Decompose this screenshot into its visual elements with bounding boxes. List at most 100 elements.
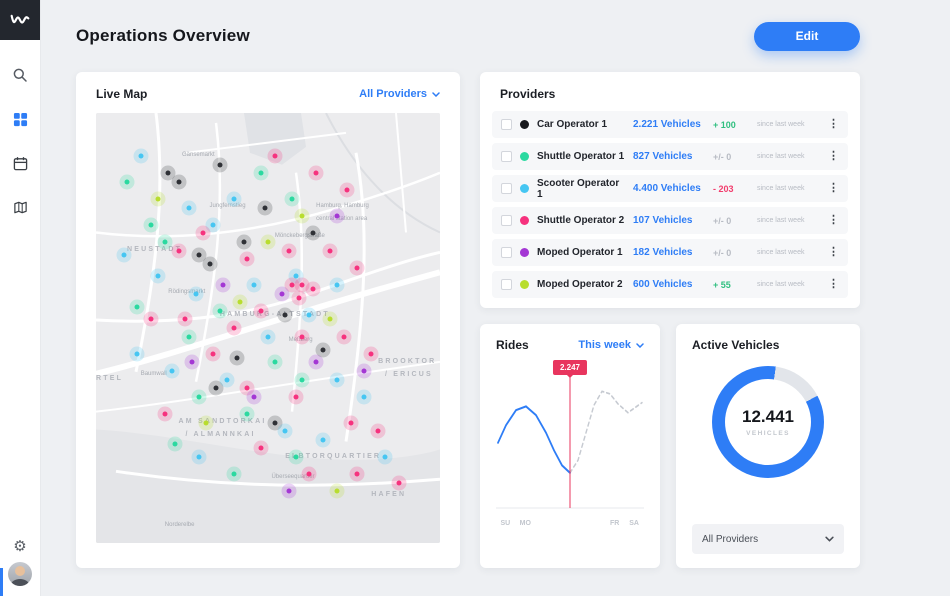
map-vehicle-marker[interactable] — [219, 372, 235, 388]
map-provider-filter[interactable]: All Providers — [359, 88, 440, 100]
map-vehicle-marker[interactable] — [167, 436, 183, 452]
map-vehicle-marker[interactable] — [322, 243, 338, 259]
map-vehicle-marker[interactable] — [202, 256, 218, 271]
map-vehicle-marker[interactable] — [191, 449, 207, 465]
provider-vehicle-count[interactable]: 2.221 Vehicles — [633, 119, 701, 130]
map-vehicle-marker[interactable] — [226, 191, 242, 207]
provider-checkbox[interactable] — [501, 183, 512, 194]
user-avatar[interactable] — [8, 562, 32, 586]
provider-checkbox[interactable] — [501, 119, 512, 130]
map-vehicle-marker[interactable] — [253, 165, 269, 181]
map-vehicle-marker[interactable] — [119, 174, 135, 190]
map-vehicle-marker[interactable] — [294, 329, 310, 345]
map-vehicle-marker[interactable] — [226, 320, 242, 336]
map-vehicle-marker[interactable] — [267, 148, 283, 164]
provider-checkbox[interactable] — [501, 215, 512, 226]
map-vehicle-marker[interactable] — [150, 191, 166, 207]
map-vehicle-marker[interactable] — [329, 483, 345, 499]
rides-period-filter[interactable]: This week — [578, 339, 644, 351]
provider-vehicle-count[interactable]: 107 Vehicles — [633, 215, 693, 226]
provider-checkbox[interactable] — [501, 279, 512, 290]
map-vehicle-marker[interactable] — [181, 329, 197, 345]
provider-vehicle-count[interactable]: 4.400 Vehicles — [633, 183, 701, 194]
map-vehicle-marker[interactable] — [215, 277, 231, 293]
map-vehicle-marker[interactable] — [288, 389, 304, 405]
provider-vehicle-count[interactable]: 182 Vehicles — [633, 247, 693, 258]
map-vehicle-marker[interactable] — [239, 251, 255, 267]
map-vehicle-marker[interactable] — [363, 346, 379, 362]
map-vehicle-marker[interactable] — [277, 307, 293, 323]
kebab-menu-icon[interactable]: ⋮ — [828, 246, 839, 258]
map-vehicle-marker[interactable] — [336, 329, 352, 345]
sidebar-item-map-guide[interactable] — [0, 196, 40, 218]
kebab-menu-icon[interactable]: ⋮ — [828, 182, 839, 194]
provider-vehicle-count[interactable]: 827 Vehicles — [633, 151, 693, 162]
map-vehicle-marker[interactable] — [150, 268, 166, 284]
vehicles-provider-select[interactable]: All Providers — [692, 524, 844, 554]
map-vehicle-marker[interactable] — [177, 311, 193, 327]
map-vehicle-marker[interactable] — [260, 329, 276, 345]
map-vehicle-marker[interactable] — [308, 354, 324, 370]
map-vehicle-marker[interactable] — [229, 350, 245, 366]
map-vehicle-marker[interactable] — [260, 234, 276, 250]
map-vehicle-marker[interactable] — [253, 440, 269, 456]
kebab-menu-icon[interactable]: ⋮ — [828, 118, 839, 130]
map-vehicle-marker[interactable] — [246, 277, 262, 293]
map-vehicle-marker[interactable] — [281, 243, 297, 259]
map-vehicle-marker[interactable] — [116, 247, 132, 263]
map-vehicle-marker[interactable] — [281, 483, 297, 499]
map-vehicle-marker[interactable] — [356, 389, 372, 405]
map-vehicle-marker[interactable] — [157, 234, 173, 250]
map-vehicle-marker[interactable] — [184, 354, 200, 370]
map-vehicle-marker[interactable] — [291, 290, 307, 306]
sidebar-item-calendar[interactable] — [0, 152, 40, 174]
map-vehicle-marker[interactable] — [277, 423, 293, 439]
map-vehicle-marker[interactable] — [349, 260, 365, 276]
map-vehicle-marker[interactable] — [284, 191, 300, 207]
map-vehicle-marker[interactable] — [315, 432, 331, 448]
map-vehicle-marker[interactable] — [157, 406, 173, 422]
map-vehicle-marker[interactable] — [143, 217, 159, 233]
map-vehicle-marker[interactable] — [236, 234, 252, 250]
map-vehicle-marker[interactable] — [322, 311, 338, 327]
map-vehicle-marker[interactable] — [329, 208, 345, 224]
map-vehicle-marker[interactable] — [339, 182, 355, 198]
map-vehicle-marker[interactable] — [294, 372, 310, 388]
map-vehicle-marker[interactable] — [305, 281, 321, 297]
map-vehicle-marker[interactable] — [226, 466, 242, 482]
map-vehicle-marker[interactable] — [171, 243, 187, 259]
map-vehicle-marker[interactable] — [205, 346, 221, 362]
map-vehicle-marker[interactable] — [253, 303, 269, 319]
map-vehicle-marker[interactable] — [188, 286, 204, 302]
map-vehicle-marker[interactable] — [239, 406, 255, 422]
map-vehicle-marker[interactable] — [267, 354, 283, 370]
map-vehicle-marker[interactable] — [377, 449, 393, 465]
map-canvas[interactable]: NEUSTADT HAMBURG-ALTSTADT BROOKTOR / ERICUS… — [96, 113, 440, 543]
edit-button[interactable]: Edit — [754, 21, 860, 51]
map-vehicle-marker[interactable] — [308, 165, 324, 181]
map-vehicle-marker[interactable] — [143, 311, 159, 327]
kebab-menu-icon[interactable]: ⋮ — [828, 278, 839, 290]
map-vehicle-marker[interactable] — [195, 225, 211, 241]
map-vehicle-marker[interactable] — [301, 307, 317, 323]
map-vehicle-marker[interactable] — [133, 148, 149, 164]
map-vehicle-marker[interactable] — [257, 200, 273, 216]
map-vehicle-marker[interactable] — [294, 208, 310, 224]
map-vehicle-marker[interactable] — [129, 299, 145, 314]
app-logo[interactable] — [0, 0, 40, 40]
map-vehicle-marker[interactable] — [329, 372, 345, 388]
map-vehicle-marker[interactable] — [391, 475, 407, 491]
map-vehicle-marker[interactable] — [212, 303, 228, 319]
map-vehicle-marker[interactable] — [198, 415, 214, 431]
map-vehicle-marker[interactable] — [191, 389, 207, 405]
kebab-menu-icon[interactable]: ⋮ — [828, 150, 839, 162]
sidebar-item-dashboard[interactable] — [0, 108, 40, 130]
map-vehicle-marker[interactable] — [232, 294, 248, 310]
map-vehicle-marker[interactable] — [164, 363, 180, 379]
map-vehicle-marker[interactable] — [274, 286, 290, 302]
map-vehicle-marker[interactable] — [343, 415, 359, 431]
map-vehicle-marker[interactable] — [356, 363, 372, 379]
map-vehicle-marker[interactable] — [171, 174, 187, 190]
map-vehicle-marker[interactable] — [305, 225, 321, 241]
map-vehicle-marker[interactable] — [181, 200, 197, 216]
